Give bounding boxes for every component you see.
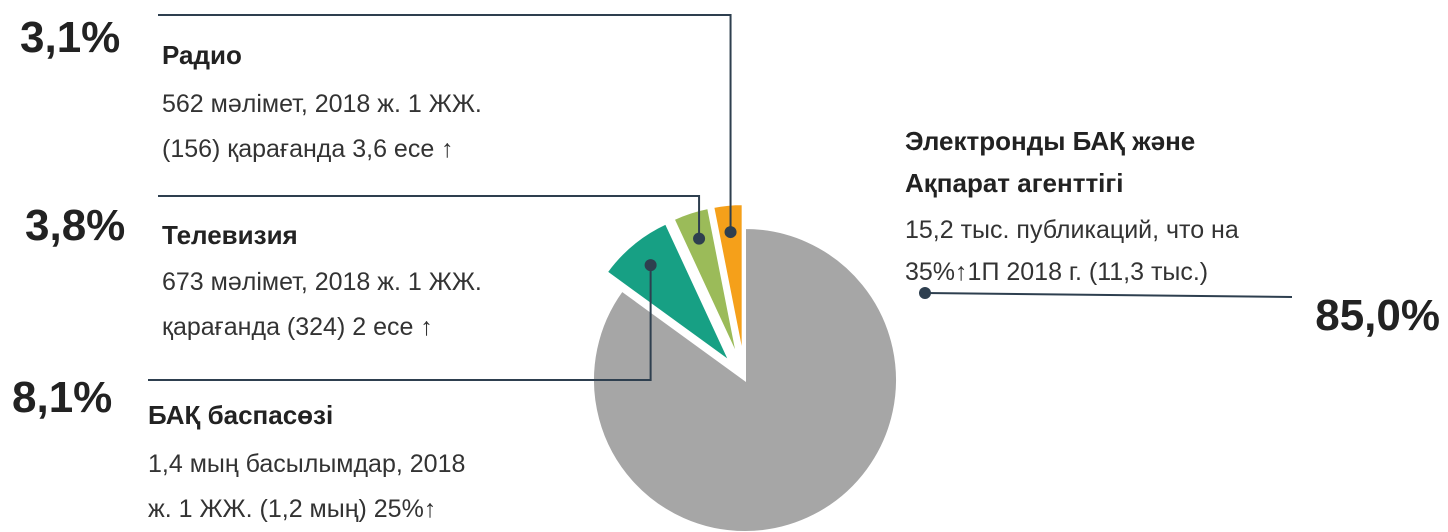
value-label: 3,1% <box>20 13 120 62</box>
description: 35%↑1П 2018 г. (11,3 тыс.) <box>905 258 1208 286</box>
value-label: 3,8% <box>25 201 125 250</box>
description: қарағанда (324) 2 есе ↑ <box>162 313 433 341</box>
leader-line <box>158 14 732 233</box>
category-name: БАҚ баспасөзі <box>148 400 333 430</box>
leader-line <box>148 265 652 381</box>
category-name: Телевизия <box>162 220 298 250</box>
leader-line <box>158 195 701 239</box>
description: 15,2 тыс. публикаций, что на <box>905 216 1239 244</box>
category-name: Радио <box>162 40 242 70</box>
description: 562 мәлімет, 2018 ж. 1 ЖЖ. <box>162 90 482 118</box>
description: ж. 1 ЖЖ. (1,2 мың) 25%↑ <box>148 495 436 523</box>
leader-dot <box>919 287 931 299</box>
pie-slice <box>712 203 744 357</box>
leader-dot <box>724 226 737 239</box>
value-label: 8,1% <box>12 373 112 422</box>
pie-slice <box>605 222 733 365</box>
category-name: Электронды БАҚ және Ақпарат агенттігі <box>905 126 1195 198</box>
leader-dot <box>693 232 706 245</box>
pie-slice <box>672 206 739 358</box>
leader-line <box>924 292 1293 298</box>
leader-dot <box>644 259 657 272</box>
description: (156) қарағанда 3,6 есе ↑ <box>162 135 454 163</box>
description: 1,4 мың басылымдар, 2018 <box>148 450 465 478</box>
description: 673 мәлімет, 2018 ж. 1 ЖЖ. <box>162 268 482 296</box>
value-label: 85,0% <box>1315 291 1440 340</box>
pie-slice <box>592 226 898 532</box>
